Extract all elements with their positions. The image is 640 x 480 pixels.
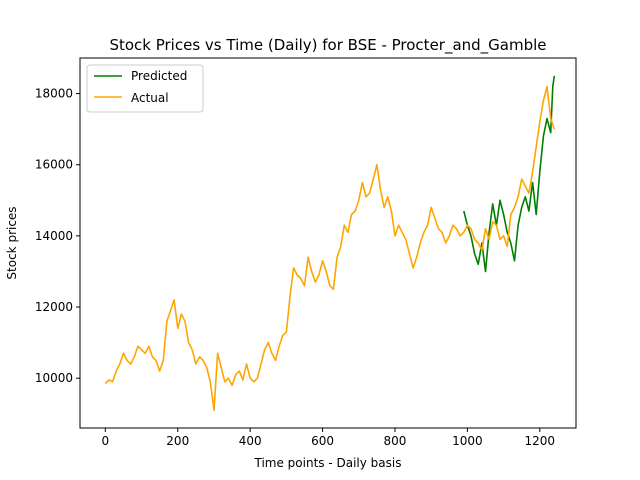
y-tick-label: 18000 — [35, 87, 73, 101]
x-tick-label: 200 — [166, 434, 189, 448]
series-line-actual — [104, 85, 556, 412]
legend-label-actual: Actual — [131, 91, 169, 105]
x-tick-label: 800 — [384, 434, 407, 448]
x-tick-label: 1000 — [452, 434, 483, 448]
x-tick-label: 600 — [311, 434, 334, 448]
y-axis-label: Stock prices — [5, 206, 19, 279]
plot-frame — [79, 57, 577, 429]
legend-label-predicted: Predicted — [131, 69, 187, 83]
y-tick-label: 16000 — [35, 158, 73, 172]
x-tick-label: 1200 — [525, 434, 556, 448]
series-layer — [104, 75, 556, 412]
x-axis-ticks: 0 200 400 600 800 1000 1200 — [102, 428, 556, 448]
y-tick-label: 14000 — [35, 229, 73, 243]
x-axis-label: Time points - Daily basis — [254, 456, 402, 470]
chart-title: Stock Prices vs Time (Daily) for BSE - P… — [109, 36, 546, 55]
legend: Predicted Actual — [86, 64, 204, 113]
series-line-predicted — [463, 75, 556, 273]
x-tick-label: 0 — [102, 434, 110, 448]
plot-area — [79, 57, 577, 429]
x-tick-label: 400 — [239, 434, 262, 448]
y-axis-ticks: 10000 12000 14000 16000 18000 — [35, 87, 80, 385]
y-tick-label: 12000 — [35, 300, 73, 314]
y-tick-label: 10000 — [35, 371, 73, 385]
